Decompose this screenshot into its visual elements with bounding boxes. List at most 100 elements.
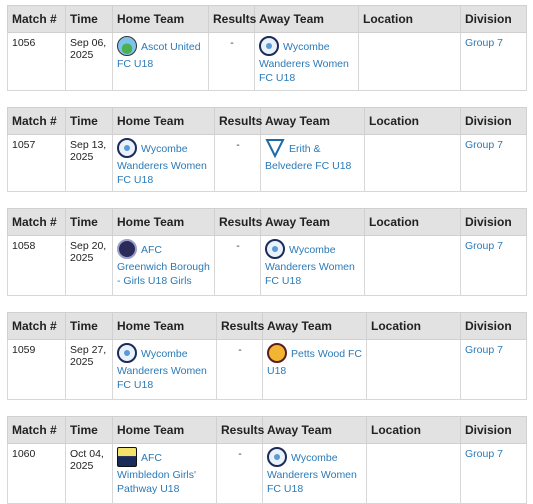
header-row: Match # Time Home Team Results Away Team Loca… (7, 208, 527, 236)
column-header-time: Time (65, 312, 113, 340)
column-header-division: Division (460, 416, 527, 444)
match-time: Sep 06, 2025 (65, 32, 113, 91)
wycombe-crest-icon (117, 138, 137, 158)
column-header-location: Location (366, 416, 461, 444)
away-team[interactable]: Wycombe Wanderers Women FC U18 (262, 443, 367, 504)
ascot-united-crest-icon (117, 36, 137, 56)
table-row: 1056 Sep 06, 2025 Ascot United FC U18- Wyco… (7, 32, 527, 91)
division-link[interactable]: Group 7 (460, 339, 527, 400)
wycombe-crest-icon (265, 239, 285, 259)
column-header-away: Away Team (262, 416, 367, 444)
column-header-home: Home Team (112, 208, 215, 236)
column-header-results: Results (214, 107, 262, 135)
fixture-table: Match # Time Home Team Results Away Team Loca… (7, 312, 527, 400)
table-row: 1059 Sep 27, 2025 Wycombe Wanderers Women … (7, 339, 527, 400)
match-location (364, 134, 461, 192)
division-link[interactable]: Group 7 (460, 134, 527, 192)
home-team-link[interactable]: Ascot United FC U18 (117, 40, 201, 70)
match-result: - (214, 235, 261, 296)
match-result: - (216, 443, 263, 504)
column-header-home: Home Team (112, 5, 209, 33)
fixture-table: Match # Time Home Team Results Away Team Loca… (7, 416, 527, 504)
home-team-link[interactable]: Wycombe Wanderers Women FC U18 (117, 347, 207, 391)
column-header-away: Away Team (260, 208, 365, 236)
home-team-link[interactable]: Wycombe Wanderers Women FC U18 (117, 142, 207, 186)
header-row: Match # Time Home Team Results Away Team Loca… (7, 5, 527, 33)
wycombe-crest-icon (117, 343, 137, 363)
table-row: 1060 Oct 04, 2025 AFC Wimbledon Girls' Pat… (7, 443, 527, 504)
column-header-time: Time (65, 208, 113, 236)
header-row: Match # Time Home Team Results Away Team Loca… (7, 107, 527, 135)
match-number: 1058 (7, 235, 66, 296)
column-header-away: Away Team (254, 5, 359, 33)
division-link[interactable]: Group 7 (460, 443, 527, 504)
column-header-division: Division (460, 5, 527, 33)
away-team[interactable]: Erith & Belvedere FC U18 (260, 134, 365, 192)
column-header-time: Time (65, 107, 113, 135)
header-row: Match # Time Home Team Results Away Team Loca… (7, 312, 527, 340)
table-row: 1058 Sep 20, 2025 AFC Greenwich Borough - … (7, 235, 527, 296)
column-header-away: Away Team (262, 312, 367, 340)
column-header-location: Location (358, 5, 461, 33)
home-team[interactable]: Wycombe Wanderers Women FC U18 (112, 134, 215, 192)
division-link[interactable]: Group 7 (460, 235, 527, 296)
erith-belvedere-crest-icon (265, 138, 285, 159)
away-team[interactable]: Wycombe Wanderers Women FC U18 (254, 32, 359, 91)
match-result: - (208, 32, 255, 91)
away-team-link[interactable]: Erith & Belvedere FC U18 (265, 142, 352, 172)
match-time: Oct 04, 2025 (65, 443, 113, 504)
match-time: Sep 20, 2025 (65, 235, 113, 296)
column-header-location: Location (364, 208, 461, 236)
match-number: 1056 (7, 32, 66, 91)
match-result: - (216, 339, 263, 400)
home-team[interactable]: Ascot United FC U18 (112, 32, 209, 91)
column-header-location: Location (364, 107, 461, 135)
fixture-table: Match # Time Home Team Results Away Team Loca… (7, 5, 527, 91)
division-link[interactable]: Group 7 (460, 32, 527, 91)
wycombe-crest-icon (259, 36, 279, 56)
match-number: 1057 (7, 134, 66, 192)
away-team-link[interactable]: Wycombe Wanderers Women FC U18 (259, 40, 349, 84)
match-location (366, 339, 461, 400)
away-team[interactable]: Wycombe Wanderers Women FC U18 (260, 235, 365, 296)
fixture-table: Match # Time Home Team Results Away Team Loca… (7, 107, 527, 192)
column-header-home: Home Team (112, 107, 215, 135)
column-header-match: Match # (7, 5, 66, 33)
match-location (364, 235, 461, 296)
match-result: - (214, 134, 261, 192)
column-header-time: Time (65, 416, 113, 444)
column-header-away: Away Team (260, 107, 365, 135)
home-team[interactable]: AFC Wimbledon Girls' Pathway U18 (112, 443, 217, 504)
wycombe-crest-icon (267, 447, 287, 467)
column-header-match: Match # (7, 208, 66, 236)
home-team-link[interactable]: AFC Greenwich Borough - Girls U18 Girls (117, 243, 210, 287)
column-header-match: Match # (7, 416, 66, 444)
home-team-link[interactable]: AFC Wimbledon Girls' Pathway U18 (117, 451, 197, 495)
match-location (358, 32, 461, 91)
fixture-table: Match # Time Home Team Results Away Team Loca… (7, 208, 527, 296)
column-header-results: Results (216, 312, 264, 340)
match-location (366, 443, 461, 504)
match-time: Sep 13, 2025 (65, 134, 113, 192)
home-team[interactable]: AFC Greenwich Borough - Girls U18 Girls (112, 235, 215, 296)
away-team-link[interactable]: Petts Wood FC U18 (267, 347, 362, 377)
afc-greenwich-crest-icon (117, 239, 137, 259)
afc-wimbledon-crest-icon (117, 447, 137, 467)
column-header-division: Division (460, 312, 527, 340)
column-header-time: Time (65, 5, 113, 33)
column-header-results: Results (208, 5, 256, 33)
table-row: 1057 Sep 13, 2025 Wycombe Wanderers Women … (7, 134, 527, 192)
match-time: Sep 27, 2025 (65, 339, 113, 400)
away-team[interactable]: Petts Wood FC U18 (262, 339, 367, 400)
column-header-division: Division (460, 107, 527, 135)
column-header-match: Match # (7, 107, 66, 135)
header-row: Match # Time Home Team Results Away Team Loca… (7, 416, 527, 444)
home-team[interactable]: Wycombe Wanderers Women FC U18 (112, 339, 217, 400)
column-header-location: Location (366, 312, 461, 340)
away-team-link[interactable]: Wycombe Wanderers Women FC U18 (265, 243, 355, 287)
match-number: 1059 (7, 339, 66, 400)
away-team-link[interactable]: Wycombe Wanderers Women FC U18 (267, 451, 357, 495)
column-header-results: Results (216, 416, 264, 444)
column-header-results: Results (214, 208, 262, 236)
